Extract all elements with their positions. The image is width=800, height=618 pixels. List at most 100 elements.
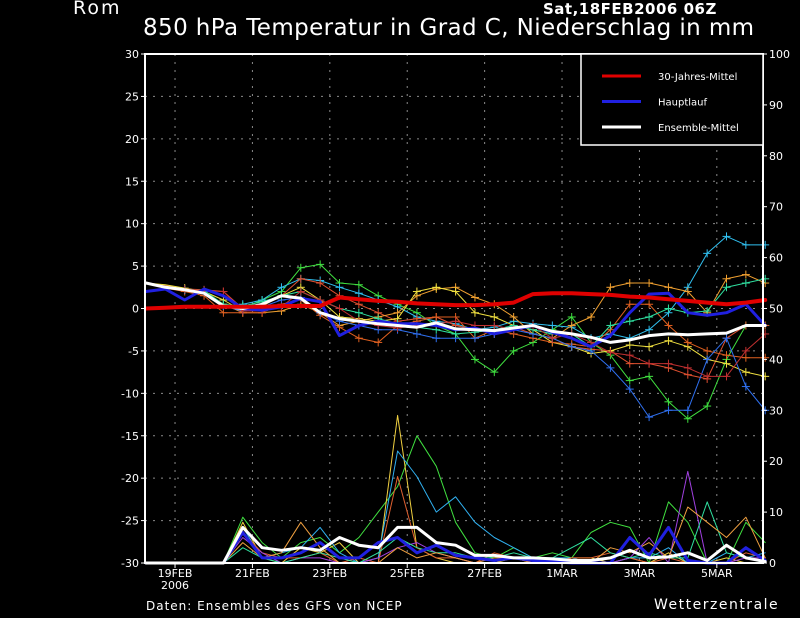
precip-member-line — [145, 476, 766, 564]
data-point-marker — [664, 406, 673, 415]
left-tick-label: 5 — [132, 260, 139, 273]
data-point-marker — [645, 413, 654, 422]
data-point-marker — [722, 274, 731, 283]
data-point-marker — [432, 283, 441, 292]
data-point-marker — [703, 402, 712, 411]
left-tick-label: 20 — [125, 133, 139, 146]
right-tick-label: 20 — [769, 455, 783, 468]
data-point-marker — [606, 363, 615, 372]
precip-member-line — [145, 435, 766, 564]
x-tick-label: 5MAR — [701, 567, 733, 580]
data-point-marker — [664, 304, 673, 313]
data-point-marker — [335, 304, 344, 313]
left-tick-label: -15 — [121, 430, 139, 443]
data-point-marker — [354, 300, 363, 309]
data-point-marker — [741, 279, 750, 288]
data-point-marker — [470, 355, 479, 364]
data-point-marker — [683, 363, 692, 372]
data-point-marker — [741, 346, 750, 355]
data-point-marker — [432, 312, 441, 321]
data-point-marker — [703, 355, 712, 364]
right-tick-label: 50 — [769, 303, 783, 316]
data-point-marker — [374, 338, 383, 347]
data-point-marker — [722, 351, 731, 360]
data-point-marker — [219, 308, 228, 317]
data-point-marker — [335, 283, 344, 292]
data-point-marker — [683, 406, 692, 415]
data-point-marker — [683, 338, 692, 347]
brand-label: Wetterzentrale — [654, 597, 780, 613]
right-tick-label: 40 — [769, 353, 783, 366]
data-point-marker — [722, 334, 731, 343]
data-point-marker — [683, 370, 692, 379]
legend: 30-Jahres-Mittel Hauptlauf Ensemble-Mittel — [580, 53, 764, 146]
data-point-marker — [451, 329, 460, 338]
legend-label: 30-Jahres-Mittel — [658, 72, 737, 83]
left-tick-label: -10 — [121, 387, 139, 400]
temp-climatology-line — [144, 291, 768, 311]
legend-box — [580, 53, 764, 146]
data-point-marker — [567, 312, 576, 321]
data-point-marker — [664, 321, 673, 330]
left-tick-label: -25 — [121, 515, 139, 528]
right-tick-label: 70 — [769, 201, 783, 214]
left-tick-label: 10 — [125, 218, 139, 231]
data-point-marker — [567, 342, 576, 351]
precip-member-line — [145, 506, 766, 564]
data-point-marker — [683, 287, 692, 296]
data-point-marker — [645, 300, 654, 309]
left-tick-label: -5 — [128, 345, 139, 358]
data-point-marker — [316, 279, 325, 288]
precip-ensemble-mean-line — [144, 525, 767, 565]
data-point-marker — [625, 317, 634, 326]
right-tick-label: 30 — [769, 404, 783, 417]
data-point-marker — [490, 312, 499, 321]
right-tick-label: 10 — [769, 506, 783, 519]
data-point-marker — [451, 317, 460, 326]
legend-label: Ensemble-Mittel — [658, 123, 739, 134]
left-tick-label: 0 — [132, 303, 139, 316]
right-tick-label: 80 — [769, 150, 783, 163]
right-tick-label: 90 — [769, 99, 783, 112]
x-tick-label: 23FEB — [312, 567, 347, 580]
right-tick-label: 0 — [769, 557, 776, 570]
data-point-marker — [509, 312, 518, 321]
data-point-marker — [354, 280, 363, 289]
data-point-marker — [277, 283, 286, 292]
data-point-marker — [645, 279, 654, 288]
x-tick-label: 19FEB — [158, 567, 193, 580]
data-point-marker — [470, 293, 479, 302]
data-point-marker — [722, 372, 731, 381]
data-point-marker — [296, 274, 305, 283]
x-tick-label: 27FEB — [467, 567, 502, 580]
data-point-marker — [548, 321, 557, 330]
data-point-marker — [490, 321, 499, 330]
x-tick-label: 21FEB — [235, 567, 270, 580]
data-point-marker — [567, 321, 576, 330]
data-point-marker — [606, 321, 615, 330]
data-point-marker — [645, 342, 654, 351]
data-point-marker — [703, 249, 712, 258]
data-point-marker — [296, 287, 305, 296]
data-point-marker — [219, 287, 228, 296]
data-point-marker — [625, 351, 634, 360]
data-point-marker — [354, 334, 363, 343]
data-point-marker — [625, 300, 634, 309]
x-tick-label: 25FEB — [390, 567, 425, 580]
data-point-marker — [722, 232, 731, 241]
x-tick-sublabel: 2006 — [161, 579, 189, 592]
data-point-marker — [548, 334, 557, 343]
station-name: Rom — [73, 0, 122, 19]
data-point-marker — [412, 329, 421, 338]
left-tick-label: -20 — [121, 472, 139, 485]
data-point-marker — [354, 308, 363, 317]
data-point-marker — [412, 287, 421, 296]
precip-main-run-line — [144, 525, 767, 565]
data-point-marker — [703, 372, 712, 381]
data-point-marker — [741, 270, 750, 279]
data-point-marker — [451, 287, 460, 296]
x-tick-label: 1MAR — [546, 567, 578, 580]
data-point-marker — [703, 346, 712, 355]
data-point-marker — [606, 283, 615, 292]
